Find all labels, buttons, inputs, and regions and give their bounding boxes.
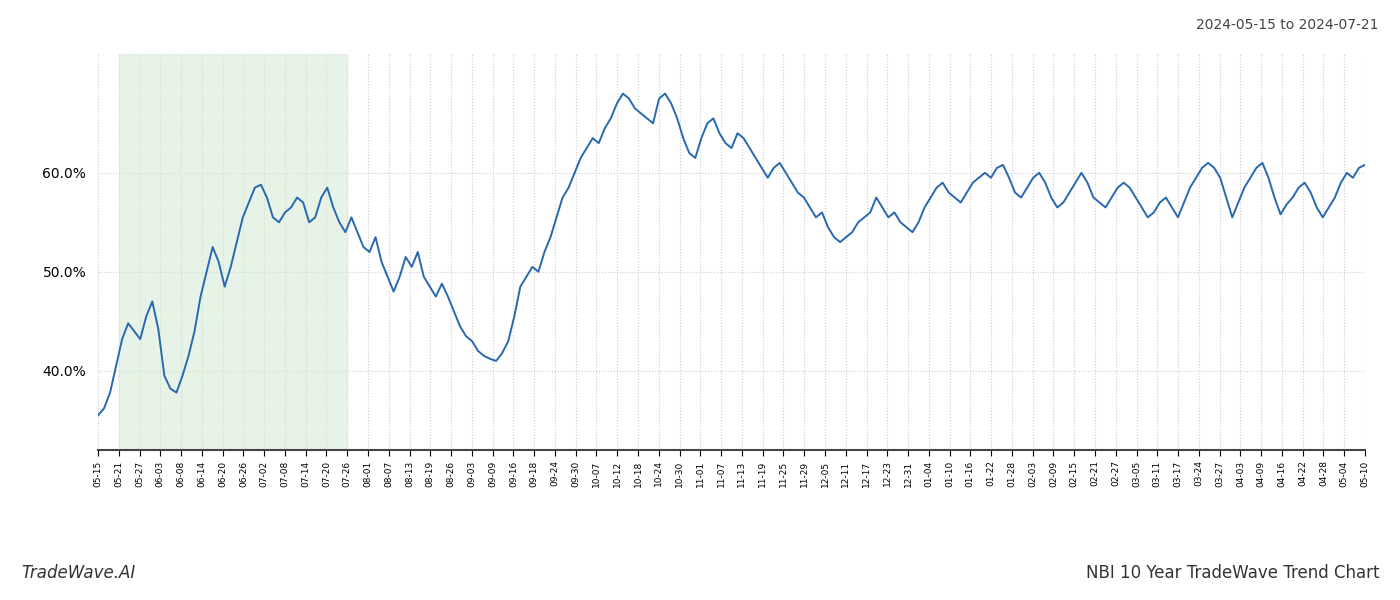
Bar — [119, 54, 347, 450]
Text: NBI 10 Year TradeWave Trend Chart: NBI 10 Year TradeWave Trend Chart — [1085, 564, 1379, 582]
Text: TradeWave.AI: TradeWave.AI — [21, 564, 136, 582]
Text: 2024-05-15 to 2024-07-21: 2024-05-15 to 2024-07-21 — [1197, 18, 1379, 32]
